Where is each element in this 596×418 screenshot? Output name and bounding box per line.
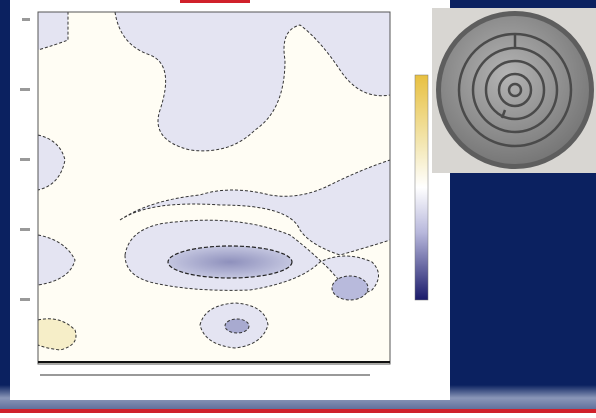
tick-label-smudge [20,158,30,161]
contour-region [37,134,66,191]
contour-region [114,11,391,152]
contour-region [37,318,77,351]
photo [432,8,596,173]
illegible-tick-labels [20,18,370,376]
plot-frame [37,11,391,365]
groove-bridge [500,109,507,119]
disc [441,16,589,164]
contour-plot [20,11,429,376]
tick-label-smudge [22,18,30,21]
contour-core [331,275,369,301]
contour-region [37,11,69,51]
contour-core [167,245,293,279]
contour-region [37,234,76,286]
top-accent [180,0,250,3]
groove [507,82,523,98]
tick-label-smudge [20,298,30,301]
colorbar [414,74,429,301]
contour-core [224,318,250,334]
disc-grooves [457,32,573,148]
tick-label-smudge [20,228,30,231]
tick-label-smudge [20,88,30,91]
footer-line [0,409,596,413]
groove [497,72,533,108]
groove [484,59,546,121]
tick-label-smudge [40,374,370,376]
